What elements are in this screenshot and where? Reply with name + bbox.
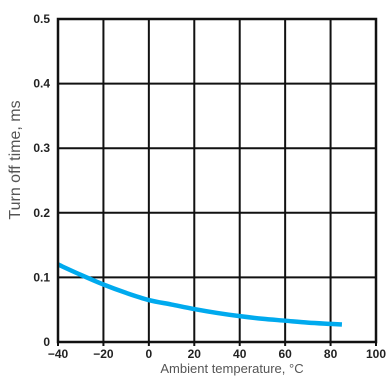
tick-labels: −40 −20 0 20 40 60 80 100 0 0.1 0.2 0.3 0.4 0.5: [33, 12, 386, 361]
plot-frame: [56, 17, 378, 346]
x-tick-label: 80: [324, 347, 338, 361]
plot-border: [56, 17, 378, 344]
y-axis-title: Turn off time, ms: [7, 100, 24, 219]
y-tick-label: 0.2: [33, 206, 50, 220]
series-line: [57, 262, 343, 327]
y-tick-label: 0.4: [33, 77, 50, 91]
series-layer: [57, 262, 343, 327]
x-tick-label: 100: [366, 347, 386, 361]
y-tick-label: 0.3: [33, 141, 50, 155]
y-tick-label: 0.5: [33, 12, 50, 26]
y-tick-label: 0.1: [33, 270, 50, 284]
x-axis-title: Ambient temperature, °C: [160, 361, 303, 376]
x-tick-label: 20: [188, 347, 202, 361]
x-tick-label: 60: [278, 347, 292, 361]
x-tick-label: −20: [93, 347, 114, 361]
x-tick-label: −40: [48, 347, 69, 361]
y-tick-label: 0: [43, 335, 50, 349]
x-tick-label: 40: [233, 347, 247, 361]
grid: [57, 18, 377, 343]
x-tick-label: 0: [146, 347, 153, 361]
